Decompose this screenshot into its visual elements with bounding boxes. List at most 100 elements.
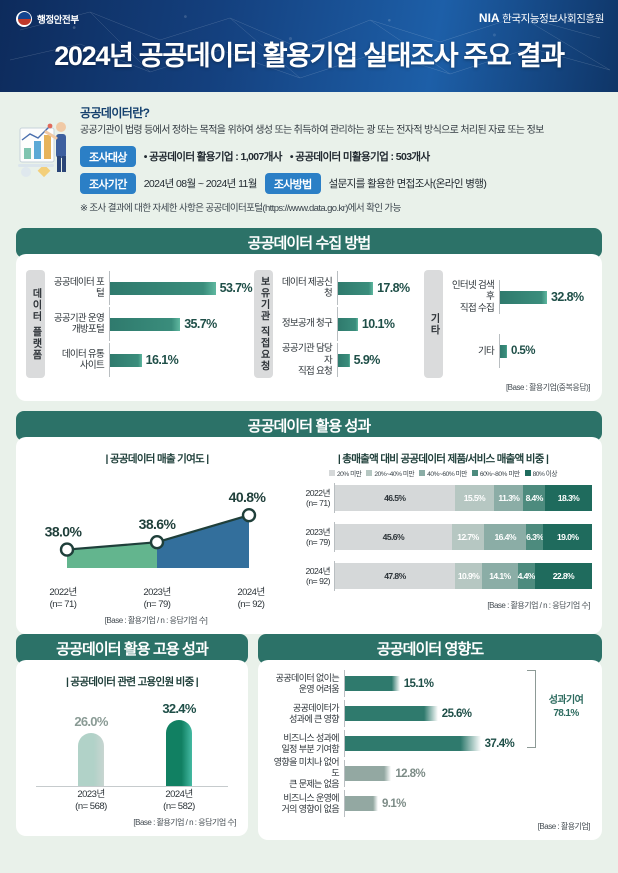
section1-title: 공공데이터 수집 방법 [16, 228, 602, 264]
bar-track: 35.7% [110, 317, 252, 331]
data-point-label: 38.6% [139, 516, 177, 532]
stacked-bar-segment: 19.0% [543, 524, 592, 551]
nia-abbr: NIA [478, 11, 500, 25]
influence-bar-fill [345, 736, 481, 752]
x-axis-n: (n= 92) [237, 599, 265, 611]
bar-row: 공공데이터 포털 53.7% [47, 271, 253, 306]
stacked-bar-year: 2023년 [305, 526, 330, 537]
column-year: 2023년 [77, 789, 105, 801]
section2-body: | 공공데이터 매출 기여도 | 38.0% 38.6% 40.8% 2022년 (n… [16, 437, 602, 635]
legend-label: 60%~80% 미만 [479, 471, 520, 479]
stacked-bar-n: (n= 71) [306, 498, 330, 509]
stacked-bar-segment: 47.8% [335, 563, 455, 590]
influence-bar-axis [344, 760, 345, 788]
vertical-category-label: 기타 [428, 312, 440, 336]
stacked-bar-segment: 11.3% [494, 485, 524, 512]
legend-swatch [366, 470, 373, 477]
stacked-bar-year: 2022년 [305, 487, 330, 498]
bar-track: 53.7% [110, 281, 253, 296]
x-axis-n: (n= 79) [143, 599, 171, 611]
stacked-bar-n: (n= 79) [306, 537, 330, 548]
bar-group-2: 데이터 제공신청 17.8% 정보공개 청구 10.1% 공공기관 담당자 직접 요청 5.… [275, 270, 422, 378]
bar-label: 기타 [477, 345, 495, 357]
revenue-share-rows: 2022년 (n= 71) 46.5% 15.5% 11.3% 8.4% 18.3% 2023… [294, 483, 592, 592]
influence-bar-value: 15.1% [403, 677, 434, 690]
bar-fill [110, 317, 181, 331]
intro-text-block: 공공데이터란? 공공기관이 법령 등에서 정하는 목적을 위하여 생성 또는 취… [80, 102, 602, 214]
stacked-bar-segment: 22.8% [534, 563, 592, 590]
intro-section: 공공데이터란? 공공기관이 법령 등에서 정하는 목적을 위하여 생성 또는 취… [0, 92, 618, 218]
badge-survey-target: 조사대상 [80, 146, 136, 167]
stacked-bar-year: 2024년 [305, 565, 330, 576]
influence-bar-fill [345, 706, 438, 722]
employment-baseline [36, 786, 228, 788]
bar-group-1: 공공데이터 포털 53.7% 공공기관 운영 개방포털 35.7% 데이터 유통 사이트 16… [47, 270, 253, 378]
legend-item: 40%~60% 미만 [419, 468, 467, 478]
bar-row: 데이터 제공신청 17.8% [275, 271, 422, 306]
stacked-bar-label: 2024년 (n= 92) [294, 566, 334, 587]
gov-logo: 행정안전부 [16, 10, 79, 27]
stacked-bar-segment: 14.1% [482, 563, 518, 590]
bar-track: 17.8% [338, 281, 422, 295]
bar-label: 공공기관 담당자 직접 요청 [281, 343, 333, 377]
stacked-bar-axis [334, 561, 335, 592]
influence-bar-track: 15.1% [345, 676, 592, 692]
bar-track: 16.1% [110, 353, 252, 367]
section2-left-base-note: [Base : 활용기업 / n : 응답기업 수] [104, 616, 208, 626]
revenue-share-legend: 20% 미만 20%~40% 미만 40%~60% 미만 60%~80% 미만 80% … [294, 468, 592, 478]
bar-value: 16.1% [145, 353, 179, 368]
stacked-bar-n: (n= 92) [306, 576, 330, 587]
influence-bar-row: 공공데이터가 성과에 큰 영향 25.6% [268, 700, 592, 728]
bar-fill [338, 281, 374, 295]
intro-title: 공공데이터란? [80, 106, 150, 120]
bar-track: 5.9% [338, 353, 422, 367]
stacked-bar-segment: 10.9% [454, 563, 483, 590]
stacked-bar-axis [334, 522, 335, 553]
stacked-bar-segment: 18.3% [544, 485, 592, 512]
page-header: 행정안전부 NIA 한국지능정보사회진흥원 2024년 공공데이터 활용기업 실… [0, 0, 618, 92]
analytics-person-icon [18, 122, 66, 178]
influence-bar-fill [345, 766, 392, 782]
bar-value: 53.7% [219, 281, 253, 296]
bracket-value: 78.1% [553, 708, 579, 720]
bar-row: 기타 0.5% [445, 334, 592, 369]
bar-value: 0.5% [511, 345, 535, 358]
legend-label: 80% 이상 [532, 471, 558, 479]
stacked-bar-label: 2023년 (n= 79) [294, 527, 334, 548]
badge-survey-method: 조사방법 [264, 173, 321, 194]
stacked-bar-segment: 6.3% [526, 524, 544, 551]
column-value: 32.4% [162, 700, 196, 716]
column-bar [78, 732, 104, 787]
influence-bar-track: 12.8% [345, 766, 592, 782]
vertical-category-label: 보유기관 직접요청 [258, 276, 270, 373]
influence-bars: 공공데이터 없이는 운영 어려움 15.1% 공공데이터가 성과에 큰 영향 25.6% 비… [268, 670, 592, 818]
influence-bar-label: 공공데이터가 성과에 큰 영향 [289, 702, 339, 724]
section-employment-outcome: 공공데이터 활용 고용 성과 | 공공데이터 관련 고용인원 비중 | 26.0… [16, 634, 248, 840]
stacked-bar-segment: 46.5% [335, 485, 455, 512]
header-top-bar: 행정안전부 NIA 한국지능정보사회진흥원 [0, 0, 618, 30]
bar-label: 인터넷 검색 후 직접 수집 [451, 279, 495, 314]
bar-fill [500, 290, 548, 304]
gov-logo-label: 행정안전부 [37, 14, 79, 26]
page-title: 2024년 공공데이터 활용기업 실태조사 주요 결과 [54, 41, 565, 71]
bar-row: 인터넷 검색 후 직접 수집 32.8% [445, 279, 592, 315]
stacked-bar-segment: 12.7% [451, 524, 485, 551]
influence-bar-axis [344, 670, 345, 698]
section4-body: 공공데이터 없이는 운영 어려움 15.1% 공공데이터가 성과에 큰 영향 25.6% 비… [258, 660, 602, 841]
taegeuk-icon [16, 10, 32, 27]
column-label: 2023년 (n= 568) [51, 789, 131, 813]
vertical-category-2: 보유기관 직접요청 [254, 270, 274, 379]
bar-fill [338, 317, 358, 331]
column-bar [166, 719, 192, 787]
influence-bar-track: 25.6% [345, 706, 592, 722]
column-n: (n= 568) [75, 801, 107, 813]
influence-bar-fill [345, 796, 378, 812]
column-n: (n= 582) [163, 801, 195, 813]
survey-target-value-2: • 공공데이터 미활용기업 : 503개사 [289, 151, 430, 163]
influence-bar-row: 비즈니스 운영에 거의 영향이 없음 9.1% [268, 790, 592, 818]
influence-bar-track: 9.1% [345, 796, 592, 812]
section-utilization-outcome: 공공데이터 활용 성과 | 공공데이터 매출 기여도 | 38.0% 38.6% 4… [0, 411, 618, 635]
data-point-label: 40.8% [229, 489, 267, 505]
bar-row: 공공기관 운영 개방포털 35.7% [47, 307, 252, 342]
stacked-bar-segment: 4.4% [517, 563, 535, 590]
